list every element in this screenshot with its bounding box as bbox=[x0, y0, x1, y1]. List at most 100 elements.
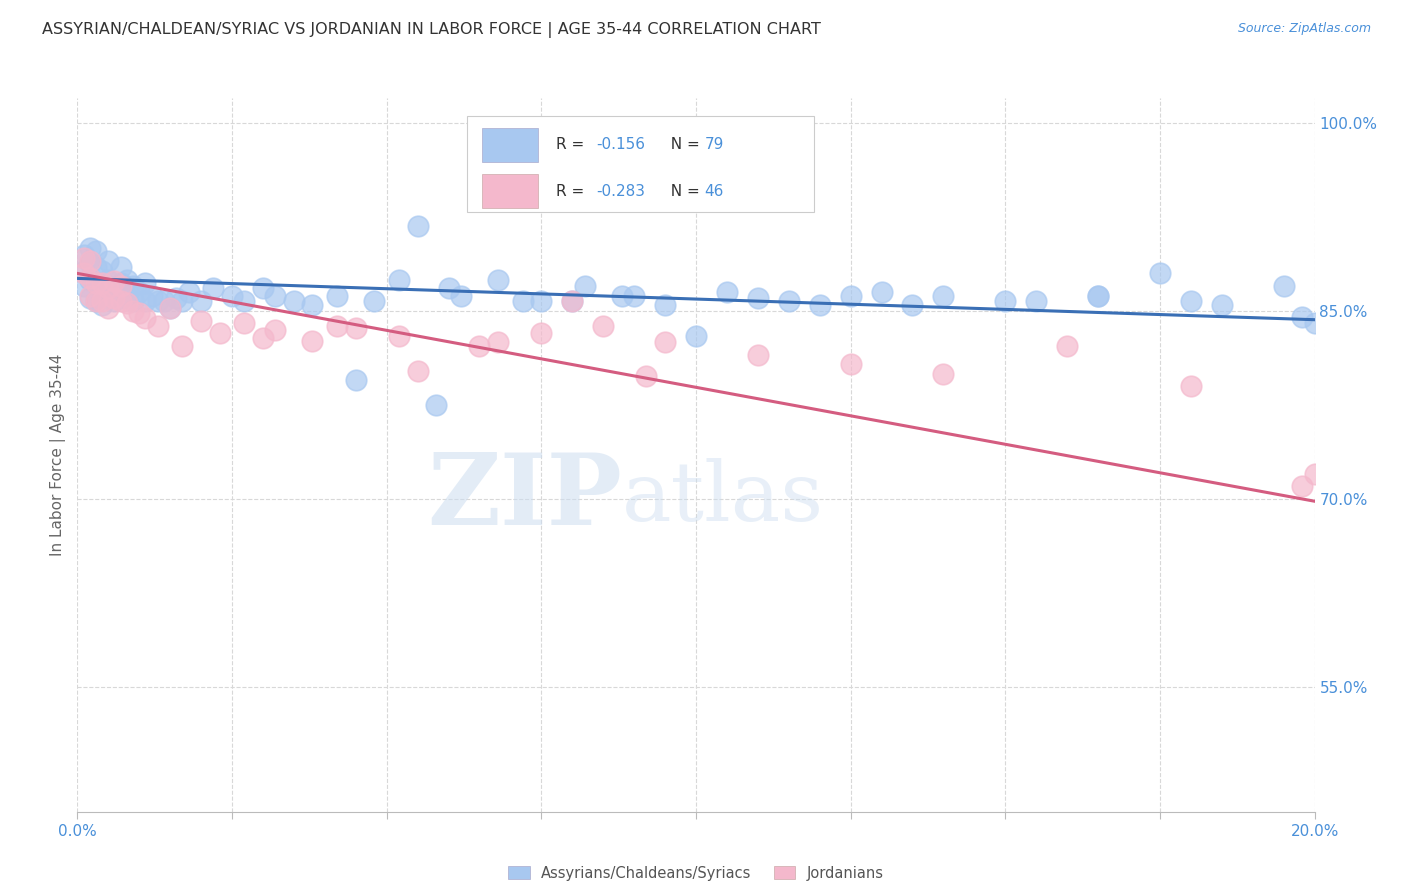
Point bbox=[97, 253, 120, 268]
Point bbox=[839, 357, 862, 371]
Point bbox=[1303, 467, 1326, 481]
Point bbox=[778, 293, 800, 308]
Point bbox=[110, 260, 132, 274]
Point bbox=[84, 260, 107, 274]
Point bbox=[301, 298, 323, 312]
Point bbox=[115, 296, 138, 310]
Point bbox=[122, 293, 145, 308]
Point bbox=[301, 334, 323, 348]
Point bbox=[72, 266, 94, 280]
Point bbox=[91, 264, 114, 278]
Point bbox=[141, 289, 163, 303]
Point bbox=[636, 369, 658, 384]
Text: -0.283: -0.283 bbox=[596, 184, 645, 199]
Point bbox=[486, 273, 509, 287]
Point bbox=[146, 318, 169, 333]
Point bbox=[561, 293, 583, 308]
Point bbox=[406, 219, 429, 233]
Text: 79: 79 bbox=[704, 137, 724, 153]
Point bbox=[326, 318, 349, 333]
Y-axis label: In Labor Force | Age 35-44: In Labor Force | Age 35-44 bbox=[51, 354, 66, 556]
Point bbox=[530, 326, 553, 341]
Point bbox=[1211, 298, 1233, 312]
Point bbox=[103, 274, 125, 288]
Text: ASSYRIAN/CHALDEAN/SYRIAC VS JORDANIAN IN LABOR FORCE | AGE 35-44 CORRELATION CHA: ASSYRIAN/CHALDEAN/SYRIAC VS JORDANIAN IN… bbox=[42, 22, 821, 38]
Point bbox=[103, 279, 125, 293]
Point bbox=[172, 293, 194, 308]
Point bbox=[79, 253, 101, 268]
Point bbox=[808, 298, 831, 312]
Point bbox=[84, 293, 107, 308]
Text: R =: R = bbox=[557, 184, 589, 199]
Point bbox=[84, 277, 107, 291]
Point bbox=[110, 277, 132, 291]
Point bbox=[110, 293, 132, 308]
Point bbox=[103, 292, 125, 306]
Point bbox=[79, 273, 101, 287]
Text: atlas: atlas bbox=[621, 458, 824, 538]
Point bbox=[97, 301, 120, 316]
Point bbox=[165, 292, 187, 306]
Point bbox=[344, 321, 367, 335]
Point bbox=[437, 281, 460, 295]
Point bbox=[252, 281, 274, 295]
Point bbox=[84, 244, 107, 258]
Point bbox=[1180, 293, 1202, 308]
Point bbox=[134, 277, 156, 291]
Point bbox=[115, 273, 138, 287]
Point bbox=[153, 293, 176, 308]
Point bbox=[190, 293, 212, 308]
Point bbox=[283, 293, 305, 308]
Point bbox=[202, 281, 225, 295]
Legend: Assyrians/Chaldeans/Syriacs, Jordanians: Assyrians/Chaldeans/Syriacs, Jordanians bbox=[502, 860, 890, 887]
Point bbox=[72, 247, 94, 261]
Point bbox=[870, 285, 893, 300]
Point bbox=[122, 304, 145, 318]
Point bbox=[252, 331, 274, 345]
Point bbox=[84, 277, 107, 291]
Point bbox=[1291, 479, 1313, 493]
Text: N =: N = bbox=[661, 137, 704, 153]
Text: 46: 46 bbox=[704, 184, 724, 199]
Point bbox=[91, 277, 114, 291]
Point bbox=[610, 289, 633, 303]
Point bbox=[406, 364, 429, 378]
Point bbox=[1025, 293, 1047, 308]
Point bbox=[716, 285, 738, 300]
Point bbox=[79, 292, 101, 306]
Point bbox=[685, 329, 707, 343]
Point bbox=[1272, 279, 1295, 293]
Point bbox=[1087, 289, 1109, 303]
Point bbox=[1056, 339, 1078, 353]
Point bbox=[747, 348, 769, 362]
Point bbox=[530, 293, 553, 308]
Point bbox=[172, 339, 194, 353]
Point bbox=[512, 293, 534, 308]
Point bbox=[592, 318, 614, 333]
Point bbox=[134, 311, 156, 326]
Point bbox=[425, 398, 447, 412]
Point bbox=[97, 273, 120, 287]
Point bbox=[115, 289, 138, 303]
Point bbox=[128, 285, 150, 300]
Text: -0.156: -0.156 bbox=[596, 137, 645, 153]
Point bbox=[654, 335, 676, 350]
Point bbox=[177, 285, 200, 300]
Point bbox=[91, 279, 114, 293]
Bar bbox=[482, 174, 537, 208]
Point bbox=[72, 252, 94, 266]
Point bbox=[128, 306, 150, 320]
Text: R =: R = bbox=[557, 137, 589, 153]
Point bbox=[1149, 266, 1171, 280]
Point bbox=[79, 289, 101, 303]
Point bbox=[623, 289, 645, 303]
FancyBboxPatch shape bbox=[467, 116, 814, 212]
Point bbox=[468, 339, 491, 353]
Point bbox=[97, 281, 120, 295]
Point bbox=[110, 279, 132, 293]
Point bbox=[134, 293, 156, 308]
Point bbox=[932, 289, 955, 303]
Point bbox=[72, 279, 94, 293]
Point bbox=[574, 279, 596, 293]
Point bbox=[264, 289, 287, 303]
